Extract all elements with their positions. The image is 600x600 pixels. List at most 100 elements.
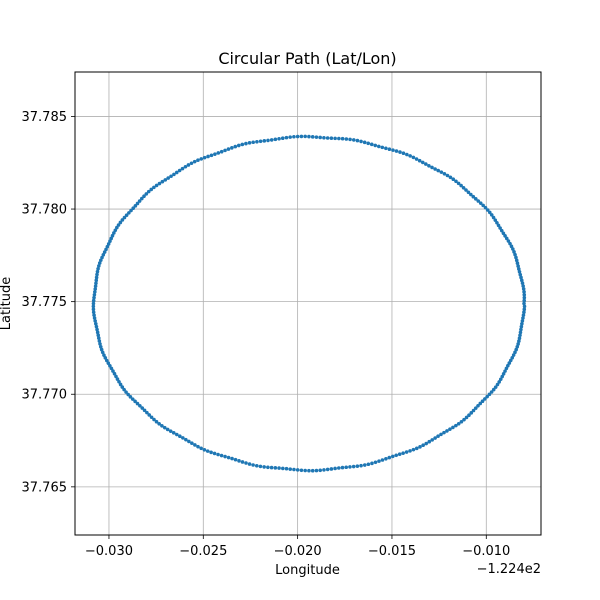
- data-point: [445, 173, 450, 178]
- data-point: [507, 361, 512, 365]
- data-point: [163, 178, 168, 182]
- data-point: [284, 466, 289, 471]
- data-point: [94, 281, 98, 286]
- data-point: [387, 147, 392, 152]
- y-tick-label: 37.775: [22, 295, 68, 310]
- data-point: [135, 201, 140, 206]
- y-axis-ticks: 37.765 37.770 37.775 37.780 37.785: [22, 110, 75, 495]
- data-point: [408, 449, 412, 453]
- data-point: [160, 423, 164, 428]
- data-point: [333, 466, 337, 471]
- data-point: [202, 155, 207, 160]
- data-point: [366, 141, 371, 146]
- data-point: [130, 397, 135, 401]
- data-point: [93, 290, 97, 294]
- data-point: [519, 275, 523, 280]
- data-point: [115, 377, 120, 381]
- data-point: [114, 374, 118, 379]
- data-point: [93, 319, 97, 323]
- data-point: [152, 185, 156, 190]
- data-point: [209, 153, 214, 158]
- data-point: [517, 267, 521, 271]
- data-point: [511, 247, 515, 251]
- data-point: [362, 463, 367, 467]
- data-point: [459, 419, 464, 424]
- data-point: [112, 231, 116, 235]
- data-point: [295, 134, 300, 139]
- data-point: [262, 465, 266, 469]
- data-point: [503, 369, 507, 373]
- data-point: [522, 304, 527, 309]
- data-point: [483, 205, 488, 210]
- data-point: [520, 319, 525, 323]
- data-point: [510, 355, 515, 360]
- data-point: [131, 206, 136, 211]
- data-point: [160, 179, 165, 184]
- data-point: [314, 468, 319, 473]
- data-point: [104, 247, 108, 252]
- data-point: [106, 242, 111, 246]
- data-point: [244, 141, 248, 146]
- data-point: [517, 270, 522, 274]
- data-point: [92, 313, 96, 317]
- data-point: [269, 465, 274, 470]
- data-point: [518, 333, 522, 338]
- data-point: [103, 356, 108, 360]
- data-point: [451, 177, 456, 182]
- data-point: [154, 183, 159, 188]
- data-point: [310, 135, 315, 139]
- data-point: [520, 321, 524, 326]
- data-point: [199, 157, 204, 161]
- data-point: [94, 321, 98, 326]
- y-tick-label: 37.780: [22, 203, 68, 218]
- data-point: [288, 135, 292, 139]
- data-point: [154, 419, 159, 424]
- data-point: [521, 287, 526, 291]
- data-point: [390, 454, 395, 459]
- data-point: [299, 468, 304, 473]
- data-point: [436, 434, 440, 439]
- data-point: [487, 210, 492, 215]
- data-point: [216, 151, 221, 155]
- data-point: [501, 231, 506, 236]
- data-point: [120, 218, 125, 222]
- data-point: [433, 167, 437, 171]
- data-point: [333, 136, 337, 141]
- data-point: [512, 250, 516, 254]
- data-point: [340, 136, 345, 141]
- data-point: [219, 149, 224, 154]
- data-point: [226, 455, 231, 460]
- data-point: [454, 179, 458, 184]
- data-point: [433, 436, 437, 440]
- data-point: [394, 453, 399, 458]
- data-point: [184, 437, 188, 442]
- data-point: [303, 134, 307, 139]
- data-point: [380, 458, 385, 462]
- data-point: [469, 411, 474, 415]
- data-point: [391, 148, 395, 152]
- data-point: [94, 324, 99, 329]
- data-point: [174, 432, 179, 437]
- data-point: [373, 143, 378, 148]
- data-point: [91, 298, 96, 303]
- data-point: [430, 165, 434, 170]
- data-point: [496, 223, 501, 228]
- data-point: [469, 192, 473, 197]
- data-point: [366, 462, 371, 467]
- data-point: [292, 467, 296, 472]
- x-axis-offset: −1.224e2: [477, 562, 541, 577]
- data-point: [473, 197, 478, 201]
- data-point: [177, 168, 182, 173]
- data-point: [108, 364, 112, 368]
- data-point: [417, 158, 422, 163]
- data-point: [322, 135, 326, 140]
- data-point: [113, 228, 118, 233]
- data-point: [94, 275, 99, 280]
- data-point: [157, 181, 162, 186]
- data-point: [105, 244, 110, 249]
- data-point: [373, 460, 378, 465]
- data-point: [459, 183, 463, 188]
- data-point: [196, 444, 200, 449]
- data-point: [483, 397, 487, 401]
